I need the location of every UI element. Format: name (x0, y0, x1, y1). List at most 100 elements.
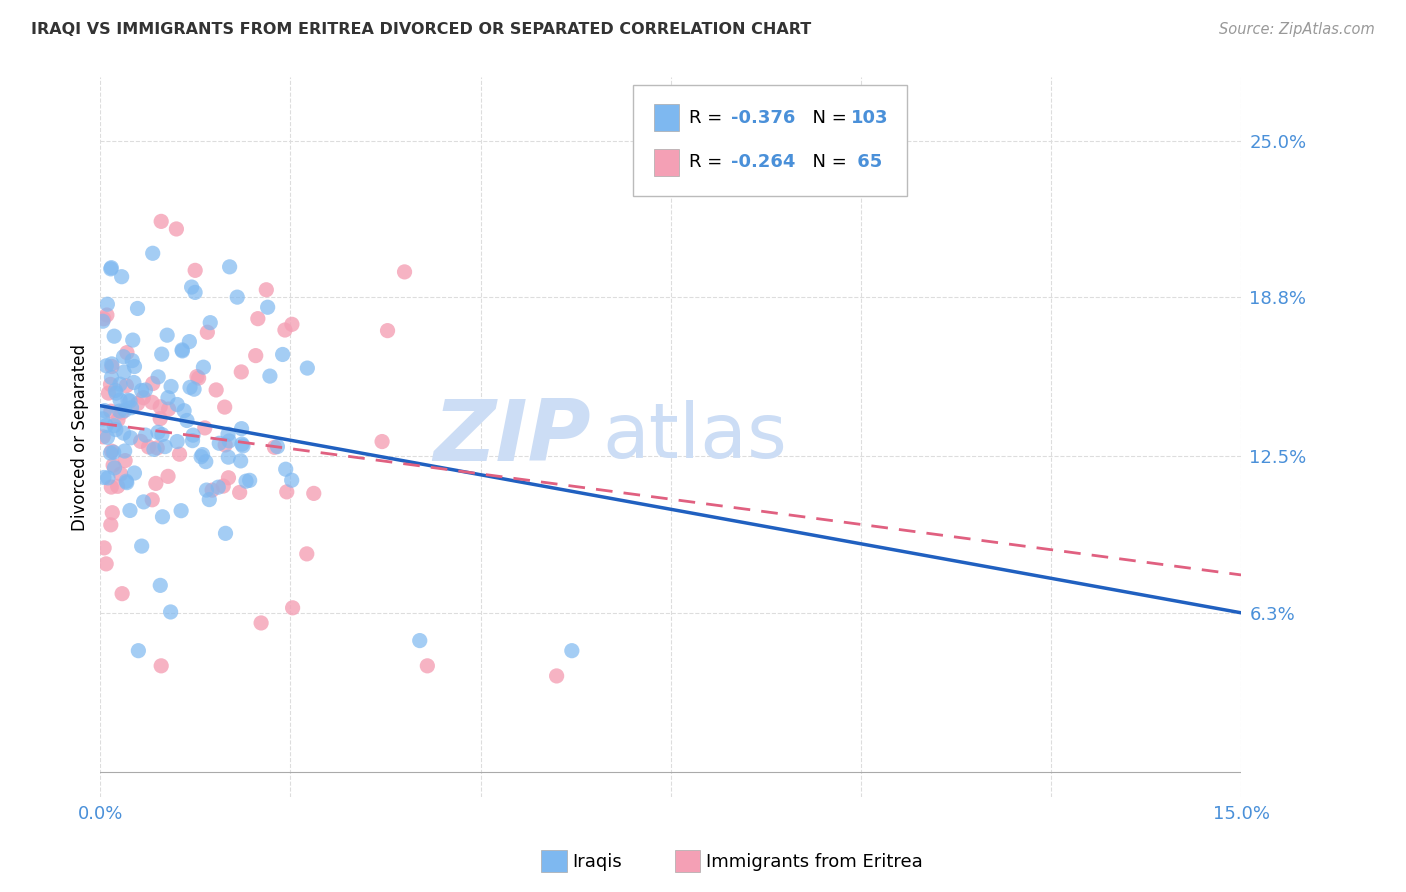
Point (157, 402, 180, 417)
Point (93, 403, 115, 417)
Point (127, 301, 149, 316)
Point (186, 369, 208, 384)
Point (120, 431, 142, 445)
Point (371, 434, 394, 449)
Point (159, 605, 181, 619)
Point (100, 404, 122, 418)
Point (172, 343, 194, 357)
Point (180, 280, 202, 294)
Point (416, 658, 439, 673)
Point (150, 427, 173, 442)
Point (96, 297, 118, 311)
Point (198, 492, 221, 507)
Point (166, 434, 188, 449)
Text: ZIP: ZIP (433, 396, 591, 479)
Point (124, 466, 146, 480)
Point (114, 453, 136, 467)
Point (280, 473, 302, 487)
Point (111, 406, 134, 420)
Point (263, 440, 285, 454)
Point (103, 445, 125, 459)
Y-axis label: Divorced or Separated: Divorced or Separated (72, 343, 89, 531)
Point (239, 474, 262, 488)
Point (108, 404, 131, 418)
Point (115, 378, 138, 392)
Point (100, 377, 122, 392)
Point (141, 395, 163, 409)
Point (103, 418, 125, 433)
Point (394, 265, 416, 279)
Point (101, 458, 124, 473)
Point (100, 370, 122, 384)
Point (297, 361, 319, 376)
Point (135, 428, 157, 442)
Point (183, 382, 205, 396)
Point (276, 484, 298, 499)
Point (149, 578, 172, 592)
Point (179, 334, 201, 349)
Point (250, 615, 273, 630)
Text: Iraqis: Iraqis (572, 853, 621, 871)
Text: IRAQI VS IMMIGRANTS FROM ERITREA DIVORCED OR SEPARATED CORRELATION CHART: IRAQI VS IMMIGRANTS FROM ERITREA DIVORCE… (31, 22, 811, 37)
Text: N =: N = (801, 109, 853, 127)
Point (110, 467, 132, 481)
Point (93, 470, 115, 484)
Point (217, 427, 239, 442)
Point (129, 434, 152, 449)
Point (93, 541, 115, 555)
Point (218, 260, 240, 274)
Point (274, 323, 297, 337)
Point (150, 658, 173, 673)
Point (149, 411, 172, 425)
Point (142, 442, 165, 457)
Point (184, 285, 207, 300)
Point (114, 403, 136, 417)
Point (101, 357, 124, 371)
Point (118, 503, 141, 517)
Point (96, 418, 118, 433)
Point (101, 506, 124, 520)
Point (169, 447, 191, 461)
Point (245, 349, 267, 363)
Point (152, 509, 174, 524)
Point (231, 437, 253, 451)
Point (108, 392, 131, 407)
Point (146, 425, 169, 440)
Point (274, 462, 297, 476)
Point (179, 380, 201, 394)
Point (214, 526, 236, 541)
Point (231, 422, 253, 436)
Point (118, 393, 141, 408)
Point (91, 430, 114, 444)
Point (187, 371, 209, 385)
Point (115, 475, 138, 490)
Point (271, 347, 294, 361)
Point (191, 448, 214, 462)
Point (266, 440, 288, 454)
Point (302, 486, 325, 500)
Point (295, 547, 318, 561)
Point (172, 343, 194, 358)
Point (546, 669, 568, 683)
Point (218, 434, 240, 448)
Point (97, 386, 120, 401)
Point (100, 261, 122, 276)
Point (259, 369, 281, 384)
Text: 103: 103 (851, 109, 889, 127)
Point (217, 450, 239, 464)
Point (166, 398, 188, 412)
Point (104, 384, 127, 398)
Point (100, 517, 122, 532)
Point (377, 324, 399, 338)
Point (193, 360, 215, 375)
Point (145, 476, 167, 491)
Point (226, 290, 249, 304)
Point (122, 376, 145, 390)
Point (100, 446, 122, 460)
Text: R =: R = (689, 153, 728, 171)
Point (97, 471, 120, 485)
Text: Immigrants from Eritrea: Immigrants from Eritrea (706, 853, 922, 871)
Point (190, 450, 212, 464)
Point (146, 370, 169, 384)
Point (141, 492, 163, 507)
